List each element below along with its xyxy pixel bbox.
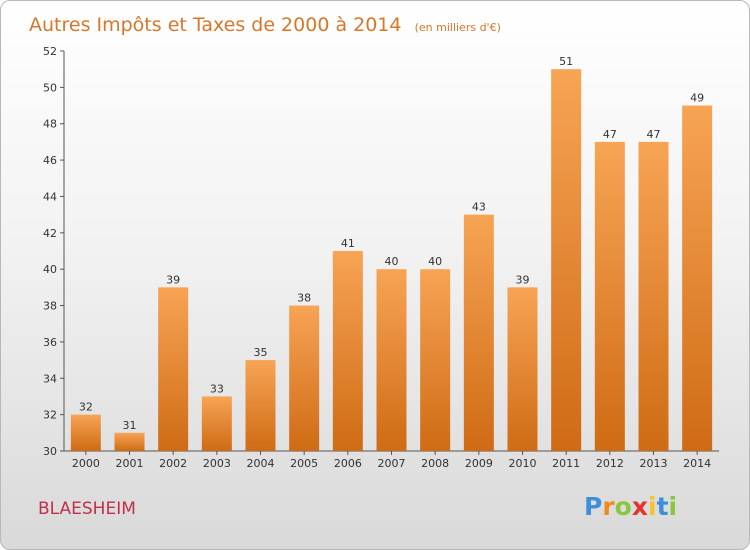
y-tick-label: 52 — [43, 45, 57, 58]
data-label: 31 — [123, 419, 137, 432]
axes: 30 32 34 36 38 40 42 44 46 48 50 52 2000 2001 2002 2003… — [43, 45, 719, 470]
data-labels: 32 31 39 33 35 38 41 40 40 43 39 51 47 47 49 — [79, 55, 704, 432]
x-tick-label: 2010 — [509, 457, 537, 470]
x-tick-label: 2003 — [203, 457, 231, 470]
chart-title-group: Autres Impôts et Taxes de 2000 à 2014 (e… — [29, 14, 501, 36]
logo-letter: x — [632, 492, 648, 521]
logo-letter: P — [584, 492, 602, 521]
x-tick-label: 2012 — [596, 457, 624, 470]
bar — [201, 396, 232, 451]
y-tick-label: 48 — [43, 118, 57, 131]
data-label: 47 — [647, 128, 661, 141]
x-tick-label: 2009 — [465, 457, 493, 470]
logo-letter: r — [602, 492, 615, 521]
data-label: 39 — [516, 273, 530, 286]
data-label: 40 — [385, 255, 399, 268]
data-label: 43 — [472, 201, 486, 214]
data-label: 47 — [603, 128, 617, 141]
y-tick-label: 40 — [43, 263, 57, 276]
y-tick-label: 30 — [43, 445, 57, 458]
logo-letter: i — [669, 492, 678, 521]
x-tick-label: 2007 — [378, 457, 406, 470]
data-label: 39 — [166, 273, 180, 286]
bar — [70, 414, 101, 451]
bar — [114, 432, 145, 451]
bar — [638, 141, 669, 451]
bar — [289, 305, 320, 451]
x-tick-label: 2008 — [421, 457, 449, 470]
bar — [158, 287, 189, 451]
y-tick-label: 42 — [43, 227, 57, 240]
bar — [463, 214, 494, 451]
data-label: 41 — [341, 237, 355, 250]
data-label: 49 — [690, 92, 704, 105]
y-tick-label: 38 — [43, 300, 57, 313]
y-tick-label: 44 — [43, 190, 57, 203]
y-tick-label: 32 — [43, 409, 57, 422]
x-tick-label: 2006 — [334, 457, 362, 470]
bar — [507, 287, 538, 451]
data-label: 51 — [559, 55, 573, 68]
chart-subtitle: (en milliers d'€) — [415, 21, 501, 34]
data-label: 40 — [428, 255, 442, 268]
logo-letter: i — [648, 492, 657, 521]
proxiti-logo: Proxiti — [584, 492, 677, 521]
bar — [420, 269, 451, 451]
y-tick-label: 46 — [43, 154, 57, 167]
bars — [70, 69, 713, 451]
x-tick-label: 2014 — [683, 457, 711, 470]
logo-letter: o — [615, 492, 632, 521]
bar — [682, 105, 713, 451]
y-tick-label: 36 — [43, 336, 57, 349]
bar — [376, 269, 407, 451]
x-tick-label: 2000 — [72, 457, 100, 470]
location-name: BLAESHEIM — [38, 499, 136, 519]
data-label: 38 — [297, 292, 311, 305]
bar — [551, 69, 582, 451]
data-label: 33 — [210, 382, 224, 395]
x-tick-label: 2001 — [116, 457, 144, 470]
x-tick-label: 2013 — [640, 457, 668, 470]
x-tick-label: 2002 — [159, 457, 187, 470]
chart-title: Autres Impôts et Taxes de 2000 à 2014 — [29, 14, 402, 36]
bar — [594, 141, 625, 451]
y-tick-label: 34 — [43, 372, 57, 385]
logo-letter: t — [657, 492, 669, 521]
x-tick-label: 2011 — [552, 457, 580, 470]
data-label: 35 — [254, 346, 268, 359]
bar — [332, 251, 363, 451]
x-tick-label: 2005 — [290, 457, 318, 470]
data-label: 32 — [79, 401, 93, 414]
x-tick-label: 2004 — [247, 457, 275, 470]
y-tick-label: 50 — [43, 81, 57, 94]
bar — [245, 360, 276, 451]
